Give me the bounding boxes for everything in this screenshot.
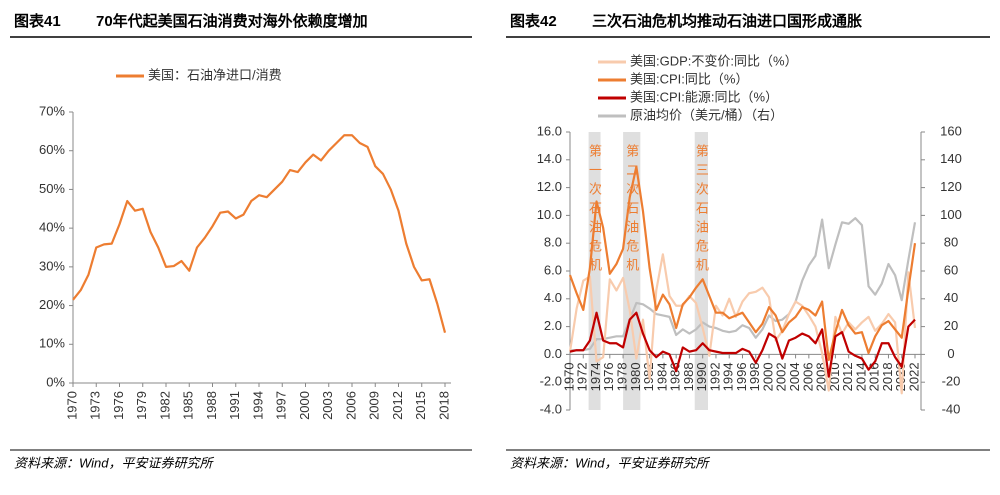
y-tick-label: 0% xyxy=(46,374,65,389)
x-tick-label: 1996 xyxy=(734,362,749,391)
x-tick-label: 2016 xyxy=(867,362,882,391)
x-tick-label: 2015 xyxy=(413,391,428,420)
x-tick-label: 1973 xyxy=(88,391,103,420)
x-tick-label: 1972 xyxy=(575,362,590,391)
y2-tick-label: 60 xyxy=(944,262,958,277)
x-tick-label: 1970 xyxy=(561,362,576,391)
x-tick-label: 1974 xyxy=(588,362,603,391)
y-tick-label: 40% xyxy=(39,220,65,235)
series-line xyxy=(568,165,917,362)
x-tick-label: 2022 xyxy=(906,362,921,391)
legend-label: 原油均价（美元/桶）（右） xyxy=(630,107,783,122)
y-tick-label: -2.0 xyxy=(540,374,562,389)
x-tick-label: 1994 xyxy=(721,362,736,391)
y-tick-label: 60% xyxy=(39,142,65,157)
x-tick-label: 1982 xyxy=(157,391,172,420)
x-tick-label: 2018 xyxy=(880,362,895,391)
shaded-period xyxy=(623,132,641,410)
x-tick-label: 2003 xyxy=(320,391,335,420)
shaded-period xyxy=(588,132,601,410)
x-tick-label: 1984 xyxy=(654,362,669,391)
series-line xyxy=(568,253,917,395)
y-tick-label: 2.0 xyxy=(544,318,562,333)
x-tick-label: 2014 xyxy=(853,362,868,391)
y2-tick-label: 120 xyxy=(940,179,962,194)
x-tick-label: 1976 xyxy=(601,362,616,391)
x-tick-label: 1988 xyxy=(204,391,219,420)
y-tick-label: 70% xyxy=(39,103,65,118)
series-line xyxy=(570,217,917,352)
y-tick-label: -4.0 xyxy=(540,401,562,416)
y-tick-label: 10% xyxy=(39,336,65,351)
y-tick-label: 50% xyxy=(39,181,65,196)
x-tick-label: 2006 xyxy=(343,391,358,420)
figure-title: 三次石油危机均推动石油进口国形成通胀 xyxy=(592,12,862,30)
x-tick-label: 1990 xyxy=(694,362,709,391)
y2-tick-label: 140 xyxy=(940,151,962,166)
x-tick-label: 1985 xyxy=(181,391,196,420)
y2-tick-label: 160 xyxy=(940,123,962,138)
y-tick-label: 10.0 xyxy=(537,207,562,222)
legend-label: 美国:CPI:能源:同比（%） xyxy=(630,89,778,104)
x-tick-label: 1988 xyxy=(681,362,696,391)
x-tick-label: 1991 xyxy=(227,391,242,420)
x-tick-label: 2006 xyxy=(800,362,815,391)
y2-tick-label: 20 xyxy=(944,318,958,333)
y-tick-label: 8.0 xyxy=(544,235,562,250)
x-tick-label: 1986 xyxy=(668,362,683,391)
legend-label: 美国:GDP:不变价:同比（%） xyxy=(630,53,798,68)
y-tick-label: 14.0 xyxy=(537,151,562,166)
x-tick-label: 2004 xyxy=(787,362,802,391)
x-tick-label: 1997 xyxy=(274,391,289,420)
y-tick-label: 12.0 xyxy=(537,179,562,194)
source-note: 资料来源：Wind，平安证券研究所 xyxy=(14,455,215,470)
series-line xyxy=(72,134,447,333)
x-tick-label: 2012 xyxy=(390,391,405,420)
x-tick-label: 1979 xyxy=(134,391,149,420)
y2-tick-label: 100 xyxy=(940,207,962,222)
legend-label: 美国：石油净进口/消费 xyxy=(148,67,282,82)
y2-tick-label: -20 xyxy=(942,374,961,389)
x-tick-label: 2000 xyxy=(297,391,312,420)
y-tick-label: 6.0 xyxy=(544,262,562,277)
period-label: 第三次石油危机 xyxy=(694,144,709,277)
y-tick-label: 16.0 xyxy=(537,123,562,138)
x-tick-label: 1970 xyxy=(64,391,79,420)
y2-tick-label: -40 xyxy=(942,401,961,416)
y-tick-label: 30% xyxy=(39,258,65,273)
figure-title: 70年代起美国石油消费对海外依赖度增加 xyxy=(96,12,368,30)
y2-tick-label: 40 xyxy=(944,290,958,305)
y2-tick-label: 80 xyxy=(944,235,958,250)
x-tick-label: 2000 xyxy=(760,362,775,391)
series-line xyxy=(569,311,916,378)
x-tick-label: 1980 xyxy=(628,362,643,391)
x-tick-label: 2018 xyxy=(436,391,451,420)
x-tick-label: 2012 xyxy=(840,362,855,391)
legend-label: 美国:CPI:同比（%） xyxy=(630,71,748,86)
x-tick-label: 2009 xyxy=(367,391,382,420)
period-label: 第二次石油危机 xyxy=(624,144,639,277)
y-tick-label: 20% xyxy=(39,297,65,312)
source-note: 资料来源：Wind，平安证券研究所 xyxy=(510,455,711,470)
x-tick-label: 1994 xyxy=(250,391,265,420)
x-tick-label: 1998 xyxy=(747,362,762,391)
x-tick-label: 1976 xyxy=(111,391,126,420)
x-tick-label: 1978 xyxy=(615,362,630,391)
y-tick-label: 0.0 xyxy=(544,346,562,361)
figure-label: 图表42 xyxy=(510,12,557,30)
y2-tick-label: 0 xyxy=(947,346,954,361)
x-tick-label: 2002 xyxy=(774,362,789,391)
x-tick-label: 1992 xyxy=(707,362,722,391)
figure-label: 图表41 xyxy=(14,12,61,30)
y-tick-label: 4.0 xyxy=(544,290,562,305)
